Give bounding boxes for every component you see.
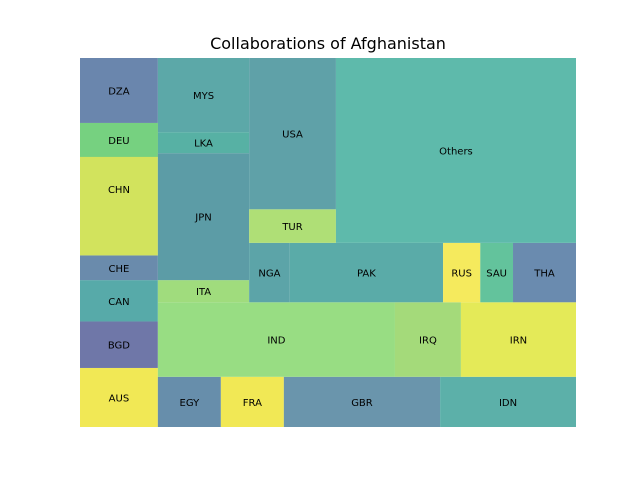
treemap-cell-dza	[80, 58, 158, 123]
treemap-label-tha: THA	[533, 269, 555, 280]
treemap-cells: AUS BGD CAN CHE CHN DEU DZA EGY FRA GBR IDN IND IRQ I…	[80, 58, 576, 427]
treemap-cell-deu	[80, 122, 158, 157]
treemap-label-irq: IRQ	[419, 336, 437, 347]
treemap-label-fra: FRA	[243, 398, 262, 409]
treemap-label-chn: CHN	[108, 185, 130, 196]
treemap-label-egy: EGY	[180, 398, 201, 409]
treemap-cell-rus	[443, 242, 481, 303]
treemap-cell-bgd	[80, 321, 158, 368]
treemap-label-rus: RUS	[451, 269, 472, 280]
treemap-label-lka: LKA	[194, 139, 213, 150]
treemap-cell-tha	[513, 242, 576, 303]
treemap-cell-fra	[220, 376, 284, 427]
treemap-label-irn: IRN	[510, 336, 527, 347]
treemap-label-gbr: GBR	[351, 398, 373, 409]
treemap-label-bgd: BGD	[108, 341, 130, 352]
treemap-cell-egy	[157, 376, 221, 427]
treemap-label-aus: AUS	[109, 393, 130, 404]
treemap-label-jpn: JPN	[194, 213, 211, 224]
treemap-label-idn: IDN	[499, 398, 517, 409]
treemap-cell-irq	[394, 302, 461, 377]
treemap-cell-aus	[80, 367, 158, 427]
treemap-label-che: CHE	[109, 264, 130, 275]
treemap-cell-lka	[157, 132, 250, 154]
treemap-label-pak: PAK	[357, 269, 376, 280]
treemap-cell-ind	[157, 302, 395, 377]
treemap-label-ind: IND	[267, 336, 285, 347]
treemap-label-sau: SAU	[486, 269, 507, 280]
treemap-cell-sau	[480, 242, 514, 303]
treemap-cell-che	[80, 255, 158, 281]
treemap-label-usa: USA	[282, 130, 303, 141]
treemap-cell-others	[335, 58, 576, 243]
treemap-label-dza: DZA	[108, 86, 130, 97]
treemap-label-ita: ITA	[196, 287, 211, 298]
treemap-cell-gbr	[283, 376, 441, 427]
treemap-cell-irn	[460, 302, 576, 377]
treemap-label-deu: DEU	[108, 136, 129, 147]
treemap-cell-nga	[249, 242, 290, 303]
chart-title: Collaborations of Afghanistan	[210, 34, 446, 53]
treemap-label-tur: TUR	[281, 222, 302, 233]
treemap-cell-idn	[440, 376, 576, 427]
treemap-cell-pak	[289, 242, 444, 303]
treemap-cell-usa	[249, 58, 336, 210]
treemap-label-can: CAN	[108, 297, 129, 308]
treemap-label-mys: MYS	[193, 91, 214, 102]
treemap-cell-tur	[249, 209, 336, 243]
treemap-label-nga: NGA	[258, 269, 280, 280]
treemap-cell-mys	[157, 58, 250, 133]
treemap-cell-jpn	[157, 153, 250, 281]
treemap-label-others: Others	[439, 146, 473, 157]
treemap-cell-ita	[157, 280, 250, 303]
treemap-cell-can	[80, 280, 158, 322]
